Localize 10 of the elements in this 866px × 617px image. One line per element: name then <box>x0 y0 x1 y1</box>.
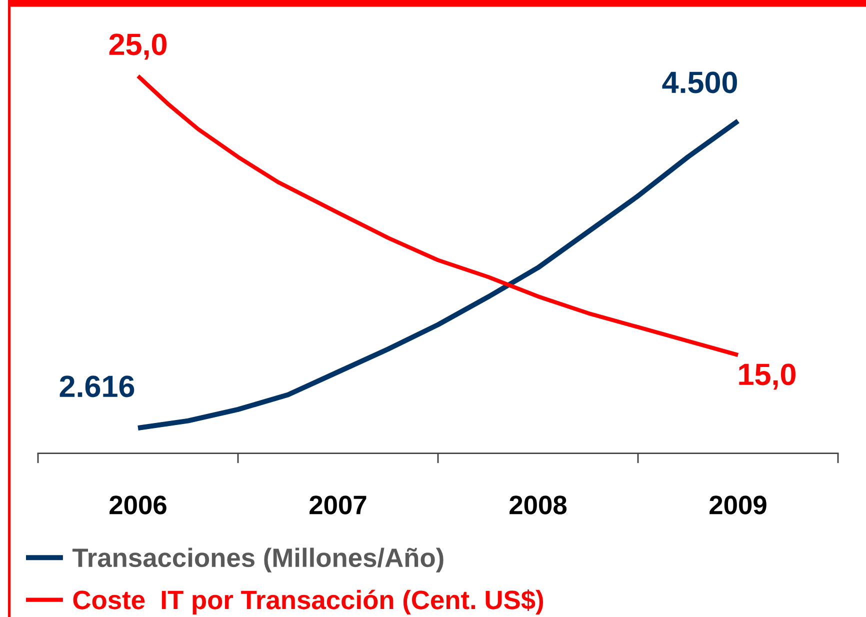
x-tick-label: 2006 <box>110 496 166 514</box>
legend-label: Transacciones (Millones/Año) <box>72 548 444 572</box>
x-tick-label: 2008 <box>510 496 567 514</box>
data-label: 25,0 <box>109 34 166 60</box>
x-tick-label: 2009 <box>710 496 766 514</box>
data-label: 2.616 <box>60 376 134 398</box>
data-label: 15,0 <box>739 364 796 390</box>
legend-label: Coste IT por Transacción (Cent. US$) <box>73 589 544 615</box>
data-label: 4.500 <box>662 72 737 94</box>
x-tick-label: 2007 <box>310 496 366 514</box>
